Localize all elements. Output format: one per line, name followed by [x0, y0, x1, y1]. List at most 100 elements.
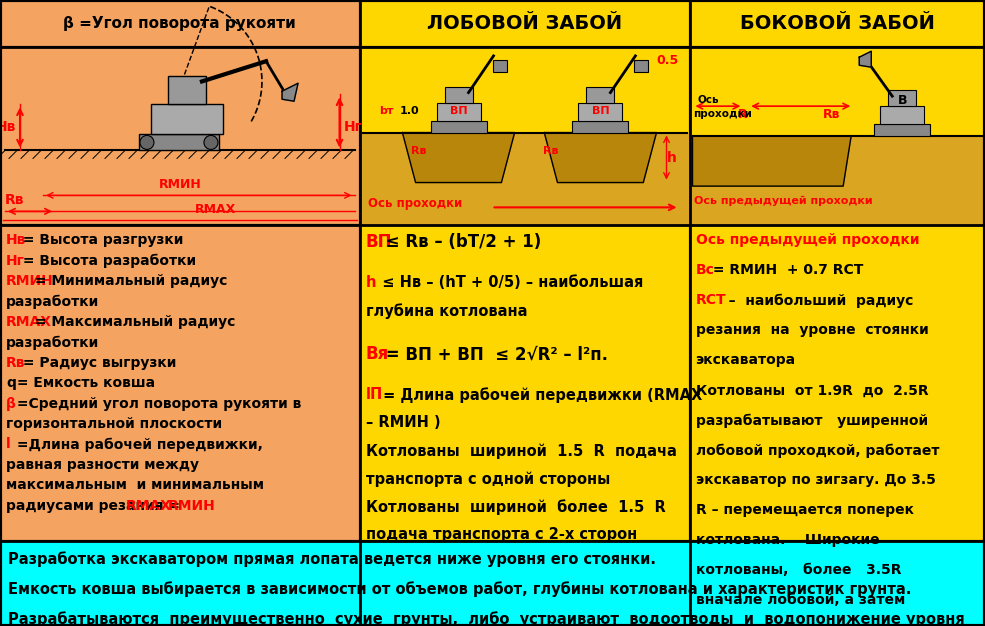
- Text: Ось предыдущей проходки: Ось предыдущей проходки: [694, 197, 873, 207]
- Text: RМИН: RМИН: [6, 274, 54, 288]
- Bar: [690, 136, 985, 225]
- Text: = Максимальный радиус: = Максимальный радиус: [30, 315, 235, 329]
- Text: BП: BП: [450, 106, 467, 116]
- Bar: [881, 106, 924, 124]
- Bar: [586, 86, 615, 103]
- Text: -: -: [150, 498, 165, 513]
- Text: Нв: Нв: [0, 120, 16, 135]
- Ellipse shape: [204, 135, 218, 150]
- Text: равная разности между: равная разности между: [6, 458, 199, 472]
- Bar: [572, 121, 628, 133]
- Text: = Емкость ковша: = Емкость ковша: [12, 376, 155, 390]
- Text: разработки: разработки: [6, 336, 99, 350]
- Text: Котлованы  шириной  более  1.5  R: Котлованы шириной более 1.5 R: [365, 500, 665, 515]
- Bar: [875, 124, 930, 136]
- Bar: [690, 225, 985, 541]
- Text: RМИН: RМИН: [168, 498, 216, 513]
- Text: В: В: [897, 94, 907, 106]
- Text: максимальным  и минимальным: максимальным и минимальным: [6, 478, 264, 492]
- Text: вначале лобовой, а затем: вначале лобовой, а затем: [695, 593, 905, 607]
- Text: ≤ Rв – (bТ/2 + 1): ≤ Rв – (bТ/2 + 1): [380, 233, 541, 252]
- Bar: [139, 135, 219, 150]
- Text: lП: lП: [365, 387, 383, 403]
- Bar: [436, 103, 481, 121]
- Polygon shape: [692, 136, 851, 186]
- Text: = Длина рабочей передвижки (RМАХ: = Длина рабочей передвижки (RМАХ: [378, 387, 702, 403]
- Polygon shape: [859, 51, 872, 67]
- Text: Ось проходки: Ось проходки: [367, 197, 462, 210]
- Text: 0.5: 0.5: [656, 54, 679, 68]
- Bar: [0, 225, 360, 541]
- Text: экскаватора: экскаватора: [695, 353, 796, 367]
- Text: Rв: Rв: [6, 356, 26, 370]
- Text: транспорта с одной стороны: транспорта с одной стороны: [365, 471, 610, 487]
- Text: резания  на  уровне  стоянки: резания на уровне стоянки: [695, 324, 928, 337]
- Text: Rв: Rв: [5, 193, 25, 207]
- Text: котлована.    Широкие: котлована. Широкие: [695, 533, 880, 547]
- Text: радиусами резания =: радиусами резания =: [6, 498, 185, 513]
- Text: –  наибольший  радиус: – наибольший радиус: [713, 294, 913, 307]
- Text: RМАХ: RМАХ: [126, 498, 172, 513]
- Text: bт: bт: [378, 106, 393, 116]
- Text: = Высота разгрузки: = Высота разгрузки: [18, 233, 183, 247]
- Bar: [0, 0, 360, 47]
- Bar: [151, 105, 223, 135]
- Text: RМАХ: RМАХ: [195, 203, 236, 217]
- Text: ЛОБОВОЙ ЗАБОЙ: ЛОБОВОЙ ЗАБОЙ: [427, 14, 623, 33]
- Text: = Минимальный радиус: = Минимальный радиус: [30, 274, 228, 288]
- Bar: [360, 133, 690, 225]
- Ellipse shape: [140, 135, 154, 150]
- Text: проходки: проходки: [693, 109, 753, 119]
- Bar: [690, 0, 985, 47]
- Text: разработки: разработки: [6, 295, 99, 309]
- Bar: [0, 47, 360, 225]
- Text: ≤ Hв – (hТ + 0/5) – наибольшая: ≤ Hв – (hТ + 0/5) – наибольшая: [371, 275, 643, 290]
- Text: боковыми проходками.: боковыми проходками.: [695, 623, 885, 626]
- Text: 1.0: 1.0: [399, 106, 419, 116]
- Text: Rв: Rв: [822, 108, 840, 121]
- Text: Rв: Rв: [411, 146, 427, 156]
- Text: BП: BП: [365, 233, 392, 252]
- Text: Rв: Rв: [543, 146, 558, 156]
- Text: Ось предыдущей проходки: Ось предыдущей проходки: [695, 233, 919, 247]
- Polygon shape: [282, 83, 298, 101]
- Bar: [578, 103, 623, 121]
- Text: Котлованы  от 1.9R  до  2.5R: Котлованы от 1.9R до 2.5R: [695, 383, 928, 398]
- Polygon shape: [545, 133, 657, 183]
- Text: h: h: [667, 151, 677, 165]
- Text: – RМИН ): – RМИН ): [365, 416, 440, 430]
- Text: Емкость ковша выбирается в зависимости от объемов работ, глубины котлована и хар: Емкость ковша выбирается в зависимости о…: [8, 582, 911, 597]
- Bar: [492, 60, 506, 72]
- Text: RМИН: RМИН: [159, 178, 201, 192]
- Bar: [0, 541, 985, 626]
- Text: β =Угол поворота рукояти: β =Угол поворота рукояти: [63, 16, 296, 31]
- Bar: [360, 225, 690, 541]
- Text: Ось: Ось: [697, 95, 719, 105]
- Text: RСТ: RСТ: [695, 294, 726, 307]
- Text: h: h: [365, 275, 376, 290]
- Text: лобовой проходкой, работает: лобовой проходкой, работает: [695, 443, 939, 458]
- Text: экскаватор по зигзагу. До 3.5: экскаватор по зигзагу. До 3.5: [695, 473, 936, 488]
- Text: Hв: Hв: [6, 233, 27, 247]
- Text: q: q: [6, 376, 16, 390]
- Bar: [430, 121, 487, 133]
- Text: =Длина рабочей передвижки,: =Длина рабочей передвижки,: [12, 438, 263, 451]
- Bar: [888, 90, 916, 106]
- Text: = BП + BП  ≤ 2√R² – l²п.: = BП + BП ≤ 2√R² – l²п.: [380, 346, 608, 363]
- Text: R: R: [738, 108, 748, 121]
- Bar: [634, 60, 648, 72]
- Text: разрабатывают   уширенной: разрабатывают уширенной: [695, 413, 928, 428]
- Text: горизонтальной плоскости: горизонтальной плоскости: [6, 417, 223, 431]
- Text: котлованы,   более   3.5R: котлованы, более 3.5R: [695, 563, 901, 577]
- Text: Котлованы  шириной  1.5  R  подача: Котлованы шириной 1.5 R подача: [365, 443, 677, 459]
- Bar: [360, 0, 690, 47]
- Text: Нг: Нг: [344, 120, 362, 135]
- Text: Bс: Bс: [695, 264, 714, 277]
- Text: Разрабатываются  преимущественно  сухие  грунты,  либо  устраивают  водоотводы  : Разрабатываются преимущественно сухие гр…: [8, 612, 964, 626]
- Bar: [444, 86, 473, 103]
- Bar: [690, 47, 985, 225]
- Text: БОКОВОЙ ЗАБОЙ: БОКОВОЙ ЗАБОЙ: [740, 14, 935, 33]
- Text: RМАХ: RМАХ: [6, 315, 52, 329]
- Bar: [168, 76, 206, 105]
- Text: подача транспорта с 2-х сторон: подача транспорта с 2-х сторон: [365, 527, 636, 542]
